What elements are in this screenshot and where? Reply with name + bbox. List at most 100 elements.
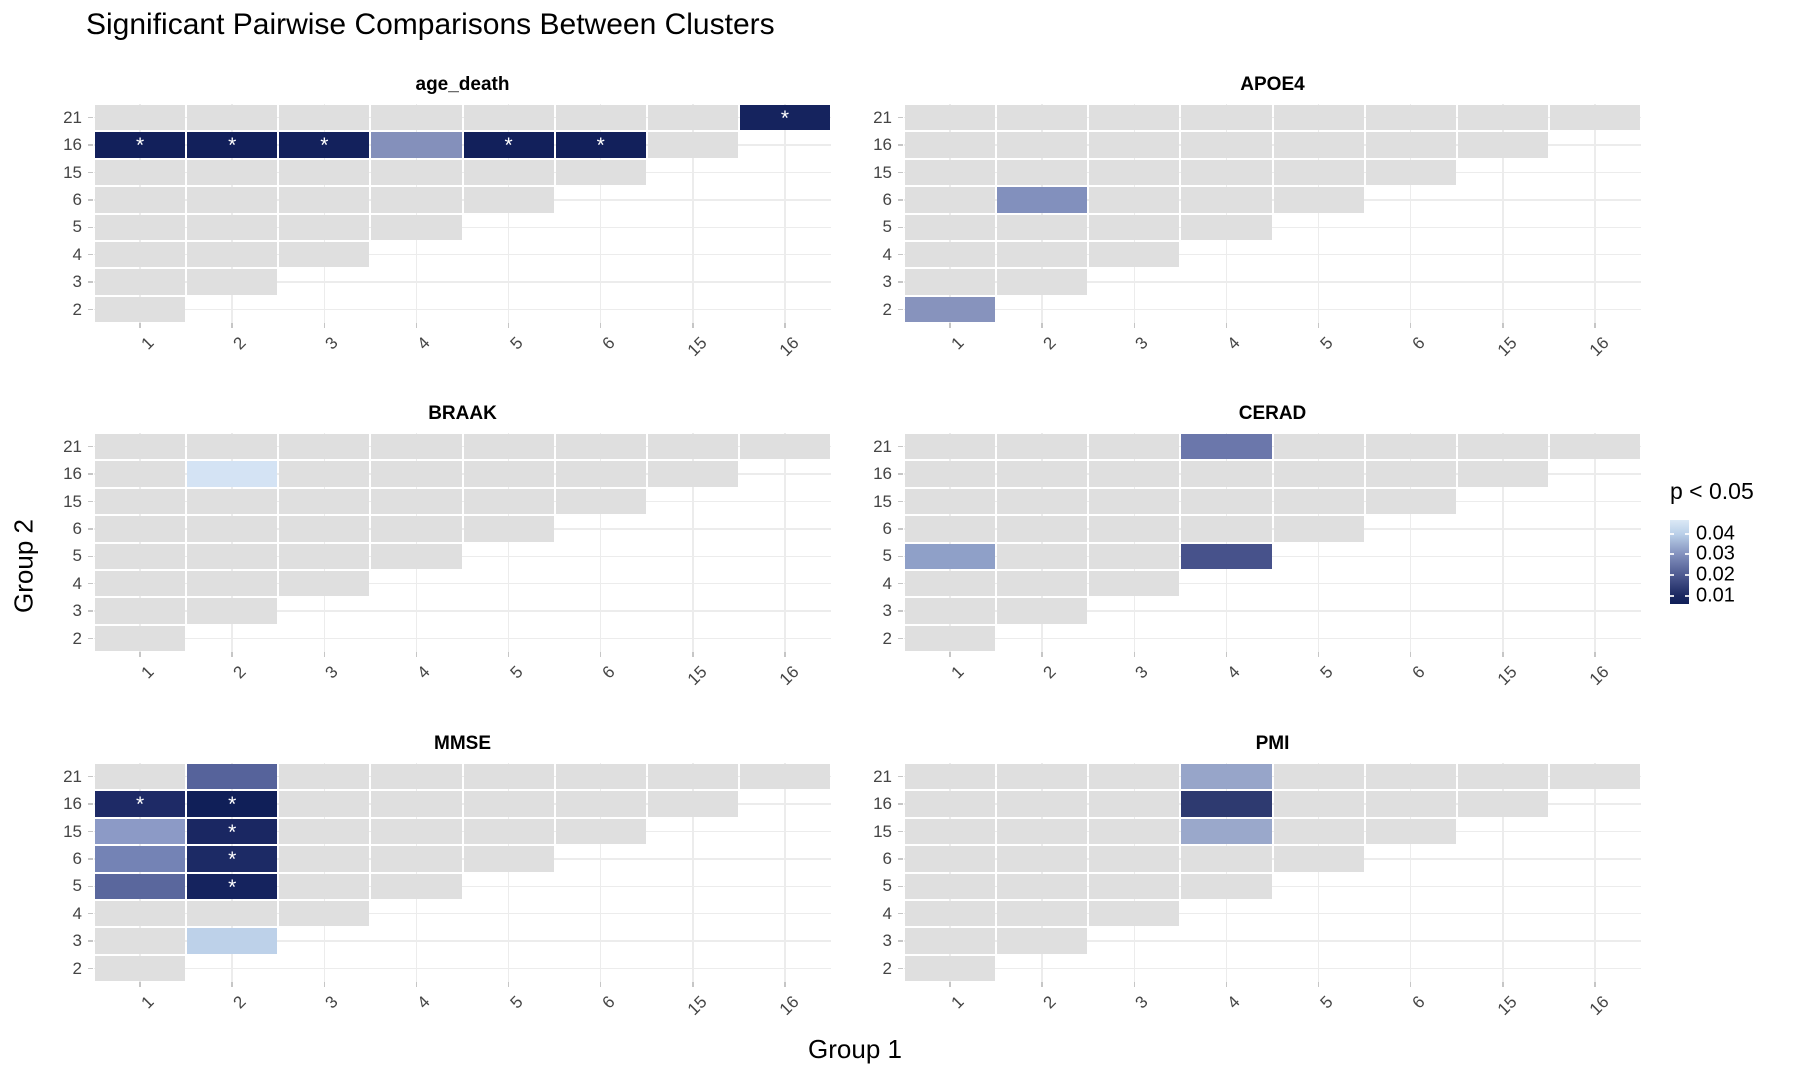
- gridline: [1317, 763, 1320, 983]
- gridline: [1594, 104, 1596, 324]
- x-tick-label: 2: [229, 992, 250, 1013]
- heatmap-cell-significant: [1181, 434, 1272, 460]
- heatmap-cell: [997, 159, 1088, 186]
- heatmap-cell: [905, 132, 996, 158]
- heatmap-cell: [1181, 488, 1272, 515]
- x-axis-tick: [599, 323, 602, 329]
- y-axis-title: Group 2: [8, 519, 39, 613]
- y-tick-label: 21: [873, 766, 892, 786]
- gridline: [1225, 104, 1228, 324]
- heatmap-cell: [1365, 105, 1456, 131]
- heatmap-cell: [647, 132, 738, 158]
- legend-bar-tick-mark: [1685, 553, 1689, 556]
- heatmap-cell: [279, 901, 370, 927]
- gridline: [904, 637, 1641, 640]
- x-axis-tick: [323, 652, 326, 658]
- heatmap-cell: [1181, 214, 1272, 240]
- gridline: [784, 433, 786, 653]
- x-tick-label: 5: [506, 992, 527, 1013]
- gridline: [904, 885, 1641, 888]
- y-tick-label: 4: [882, 244, 892, 264]
- gridline: [904, 308, 1641, 311]
- legend-tick-label: 0.03: [1696, 542, 1735, 565]
- heatmap-cell: [371, 434, 462, 460]
- gridline: [94, 555, 831, 558]
- gridline: [599, 104, 602, 324]
- heatmap-cell: [555, 818, 646, 845]
- heatmap-cell: [997, 928, 1088, 954]
- x-axis-tick: [139, 652, 141, 658]
- legend-title: p < 0.05: [1670, 478, 1754, 504]
- heatmap-cell: [647, 434, 738, 460]
- heatmap-cell: [187, 598, 278, 624]
- facet-title-APOE4: APOE4: [1240, 74, 1305, 95]
- y-axis-tick: [88, 171, 93, 174]
- x-tick-label: 16: [775, 333, 803, 361]
- heatmap-cell: [95, 159, 186, 186]
- heatmap-cell: [279, 818, 370, 845]
- gridline: [949, 433, 951, 653]
- y-tick-label: 16: [873, 135, 892, 155]
- x-tick-label: 15: [683, 662, 711, 690]
- x-axis-tick: [784, 323, 786, 329]
- heatmap-cell: [905, 846, 996, 872]
- heatmap-cell: [1365, 434, 1456, 460]
- x-axis-tick: [1502, 982, 1504, 988]
- y-tick-label: 6: [72, 518, 82, 538]
- legend: p < 0.05 0.04 0.03 0.02 0.01: [1660, 478, 1800, 618]
- gridline: [94, 308, 831, 311]
- y-axis-tick: [898, 885, 903, 888]
- gridline: [139, 104, 141, 324]
- heatmap-cell: [187, 214, 278, 240]
- gridline: [323, 104, 326, 324]
- heatmap-cell: [555, 488, 646, 515]
- gridline: [94, 775, 831, 778]
- y-tick-label: 6: [882, 848, 892, 868]
- gridline: [1225, 433, 1228, 653]
- y-axis-tick: [898, 308, 903, 311]
- gridline: [904, 500, 1641, 503]
- y-tick-label: 3: [72, 931, 82, 951]
- heatmap-cell: [647, 764, 738, 790]
- gridline: [94, 528, 831, 530]
- x-axis-tick: [139, 323, 141, 329]
- x-tick-label: 4: [413, 992, 435, 1013]
- x-axis-tick: [784, 982, 786, 988]
- heatmap-cell: [1089, 242, 1180, 268]
- x-tick-label: 6: [598, 992, 619, 1013]
- x-axis-tick: [231, 652, 233, 658]
- x-tick-label: 15: [683, 333, 711, 361]
- heatmap-cell-significant: [1181, 818, 1272, 845]
- x-tick-label: 5: [506, 333, 527, 354]
- x-axis-tick: [323, 323, 326, 329]
- gridline: [904, 144, 1641, 146]
- significance-star: *: [596, 134, 605, 158]
- heatmap-cell: [905, 571, 996, 597]
- gridline: [1133, 763, 1136, 983]
- heatmap-cell: [997, 571, 1088, 597]
- heatmap-cell-significant: *: [279, 132, 370, 158]
- y-axis-tick: [898, 281, 903, 283]
- legend-tick-label: 0.04: [1696, 522, 1735, 545]
- heatmap-cell: [279, 461, 370, 487]
- heatmap-cell: [997, 818, 1088, 845]
- legend-gradient-bar: [1670, 520, 1689, 604]
- y-tick-label: 6: [882, 189, 892, 209]
- x-axis-tick: [692, 652, 694, 658]
- gridline: [904, 555, 1641, 558]
- x-tick-label: 3: [321, 333, 342, 354]
- y-tick-label: 15: [873, 162, 892, 182]
- x-axis-tick: [1594, 323, 1596, 329]
- x-axis-tick: [1502, 323, 1504, 329]
- x-tick-label: 15: [1493, 992, 1521, 1020]
- x-tick-label: 3: [1131, 992, 1152, 1013]
- x-tick-label: 16: [1585, 992, 1613, 1020]
- gridline: [1594, 433, 1596, 653]
- gridline: [949, 104, 951, 324]
- significance-star: *: [228, 875, 237, 899]
- x-axis-tick: [1409, 323, 1412, 329]
- gridline: [904, 171, 1641, 174]
- heatmap-cell: [1089, 159, 1180, 186]
- x-axis-tick: [1133, 652, 1136, 658]
